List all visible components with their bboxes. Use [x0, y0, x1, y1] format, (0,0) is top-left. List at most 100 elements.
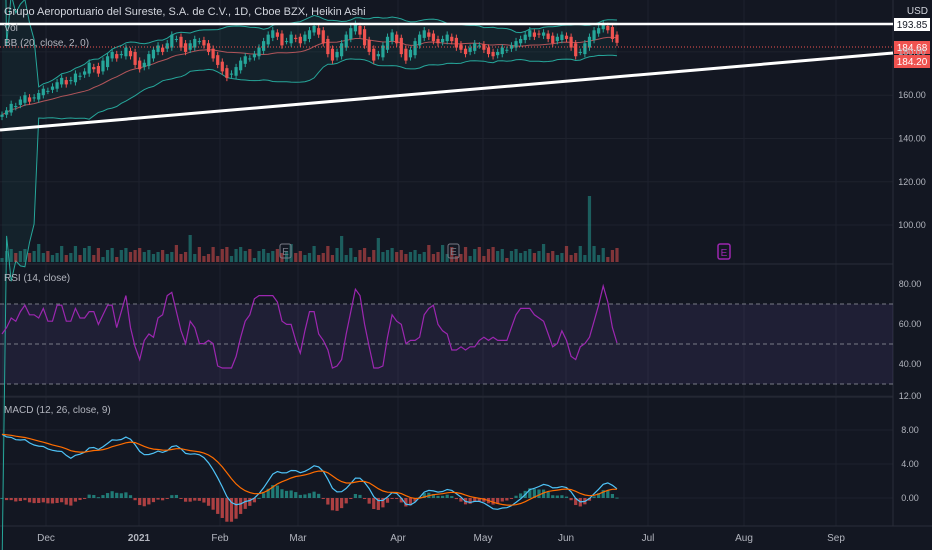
candle-body [454, 37, 458, 48]
macd-histogram-bar [243, 498, 247, 509]
volume-bar [161, 250, 165, 262]
candle-body [317, 28, 321, 35]
volume-bar [248, 249, 252, 262]
macd-histogram-bar [606, 490, 610, 498]
candle-body [124, 47, 128, 57]
candle-body [569, 36, 573, 48]
volume-bar [312, 246, 316, 262]
candle-body [408, 49, 413, 58]
volume-bar [610, 250, 615, 262]
volume-bar [349, 248, 353, 262]
macd-histogram-bar [101, 495, 105, 498]
macd-histogram-bar [266, 488, 270, 498]
macd-histogram-bar [64, 498, 68, 505]
earnings-marker[interactable]: E [447, 243, 460, 259]
volume-bar [523, 251, 527, 262]
candle-body [119, 54, 123, 56]
macd-histogram-bar [303, 494, 307, 498]
volume-bar [486, 249, 491, 262]
macd-histogram-bar [321, 498, 325, 499]
volume-bar [115, 257, 119, 262]
bb-fill [2, 0, 617, 550]
macd-histogram-bar [275, 485, 279, 498]
candle-body [459, 44, 463, 50]
volume-bar [422, 252, 426, 262]
volume-bar [390, 248, 394, 262]
candle-body [101, 60, 105, 72]
bb-lower [1, 54, 618, 550]
macd-histogram-bar [574, 498, 578, 506]
volume-bar [340, 236, 344, 262]
candle-body [551, 35, 555, 44]
volume-bar [27, 253, 32, 262]
macd-histogram-bar [445, 494, 449, 498]
macd-histogram-bar [376, 498, 380, 510]
candle-body [519, 38, 523, 44]
support-trendline[interactable] [0, 51, 894, 132]
volume-bar [284, 251, 289, 262]
volume-bar [46, 251, 50, 262]
candle-body [64, 80, 68, 85]
candle-body [574, 43, 578, 57]
candle-body [174, 38, 179, 40]
volume-bar [317, 255, 321, 262]
volume-bar [344, 255, 348, 262]
volume-bar [202, 256, 206, 262]
macd-histogram-bar [32, 498, 36, 504]
macd-histogram-bar [519, 493, 523, 498]
time-tick-label: Jul [642, 533, 655, 544]
candle-body [541, 32, 546, 36]
volume-bar [505, 258, 509, 262]
candle-body [381, 45, 385, 58]
volume-bar [330, 255, 335, 262]
volume-bar [431, 254, 436, 262]
candle-body [170, 34, 174, 48]
volume-bar [413, 250, 417, 262]
volume-bar [537, 251, 541, 262]
candle-body [486, 47, 491, 55]
macd-histogram-bar [23, 498, 27, 501]
volume-bar [574, 253, 578, 262]
macd-histogram-bar [165, 498, 169, 499]
macd-histogram-bar [261, 493, 266, 498]
candle-body [303, 34, 307, 42]
candle-body [601, 23, 605, 30]
volume-bar [551, 251, 555, 262]
candle-body [440, 38, 445, 43]
macd-histogram-bar [133, 498, 137, 501]
macd-histogram-bar [307, 493, 312, 498]
macd-histogram-bar [312, 491, 316, 498]
volume-bar [459, 254, 463, 262]
candle-body [50, 86, 55, 90]
time-tick-label: Aug [735, 533, 753, 544]
macd-histogram-bar [179, 498, 183, 499]
volume-bar [578, 246, 582, 262]
macd-histogram-bar [564, 496, 569, 498]
volume-bar [408, 252, 413, 262]
candle-body [165, 43, 169, 49]
candle-body [23, 95, 27, 103]
macd-histogram-bar [60, 498, 64, 503]
candle-body [615, 34, 619, 43]
volume-bar [372, 250, 376, 262]
svg-text:E: E [450, 247, 457, 258]
candle-body [358, 25, 362, 35]
volume-bar [225, 247, 229, 262]
volume-bar [37, 244, 41, 262]
volume-bar [41, 253, 45, 262]
candle-body [4, 110, 9, 115]
earnings-marker[interactable]: E [279, 243, 292, 259]
volume-bar [358, 250, 362, 262]
candle-body [234, 67, 238, 76]
volume-bar [587, 196, 592, 262]
candle-body [266, 34, 270, 45]
macd-histogram-bar [431, 494, 436, 498]
volume-bar [188, 235, 192, 262]
volume-bar [450, 247, 454, 262]
macd-histogram-bar [50, 498, 55, 504]
earnings-marker[interactable]: E [717, 243, 731, 260]
macd-histogram-bar [413, 498, 417, 502]
macd-histogram-bar [9, 498, 13, 501]
candle-body [14, 106, 18, 108]
